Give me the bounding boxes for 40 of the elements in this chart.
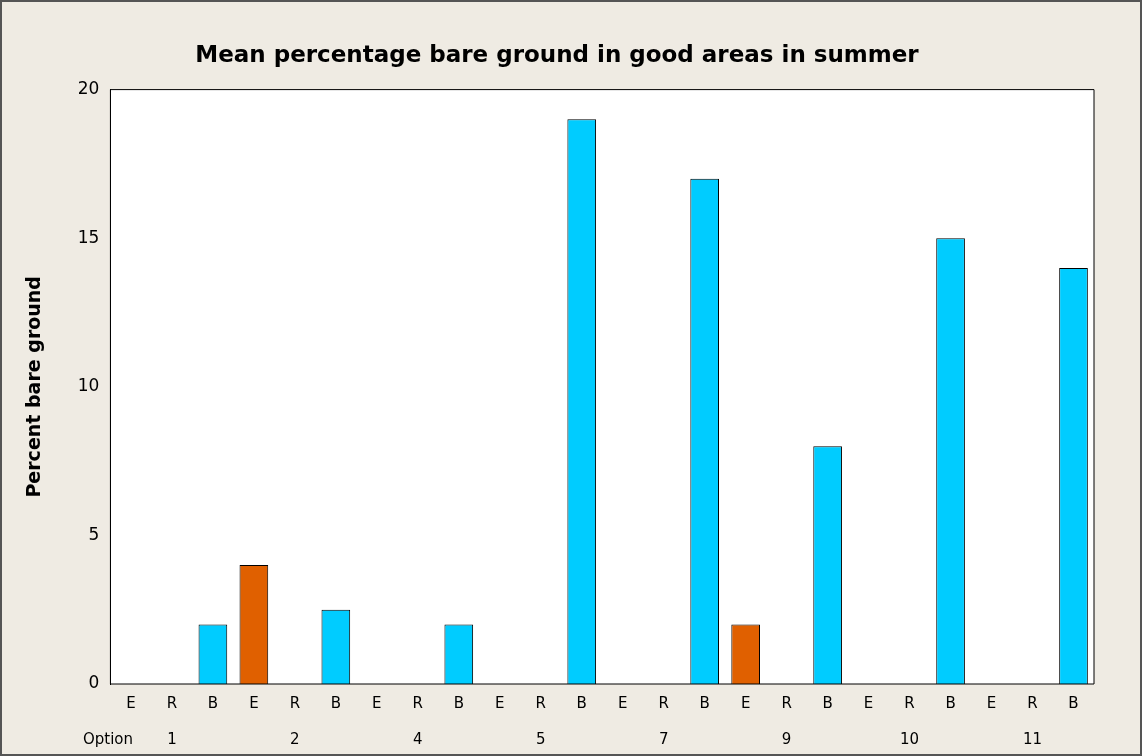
x-tick-label: R — [166, 693, 178, 712]
x-tick-label: R — [412, 693, 424, 712]
x-tick-label: E — [126, 693, 136, 712]
text: 7 — [658, 729, 669, 748]
y-tick-label: 20 — [77, 78, 100, 99]
x-tick-label: R — [289, 693, 301, 712]
x-tick-label: E — [495, 693, 505, 712]
x-tick-label: B — [453, 693, 464, 712]
text: 11 — [1022, 729, 1043, 748]
x-tick-label: B — [207, 693, 219, 712]
chart-title: Mean percentage bare ground in good areas in summer — [195, 40, 920, 67]
x-tick-label: B — [576, 693, 587, 712]
y-tick-label: 15 — [77, 226, 100, 247]
x-tick-label: B — [822, 693, 833, 712]
x-tick-label: R — [904, 693, 915, 712]
x-tick-label: E — [372, 693, 382, 712]
x-tick-label: E — [617, 693, 628, 712]
text: 1 — [167, 729, 177, 748]
text: 2 — [290, 729, 300, 748]
text: 5 — [535, 729, 546, 748]
y-tick-label: 0 — [88, 672, 100, 693]
text: 4 — [413, 729, 423, 748]
y-tick-label: 10 — [77, 375, 100, 396]
x-tick-label: B — [945, 693, 956, 712]
x-tick-label: B — [699, 693, 710, 712]
text: Option — [82, 729, 134, 748]
x-tick-label: E — [740, 693, 751, 712]
x-tick-label: R — [535, 693, 546, 712]
y-tick-label: 5 — [88, 523, 100, 544]
y-axis-title: Percent bare ground — [22, 276, 45, 498]
x-tick-label: E — [249, 693, 259, 712]
x-tick-label: E — [986, 693, 997, 712]
text: 10 — [900, 729, 920, 748]
x-tick-label: R — [658, 693, 669, 712]
x-tick-label: E — [863, 693, 874, 712]
x-tick-label: R — [781, 693, 792, 712]
text: 9 — [781, 729, 792, 748]
x-tick-label: R — [1027, 693, 1038, 712]
x-tick-label: B — [330, 693, 341, 712]
x-tick-label: B — [1068, 693, 1079, 712]
